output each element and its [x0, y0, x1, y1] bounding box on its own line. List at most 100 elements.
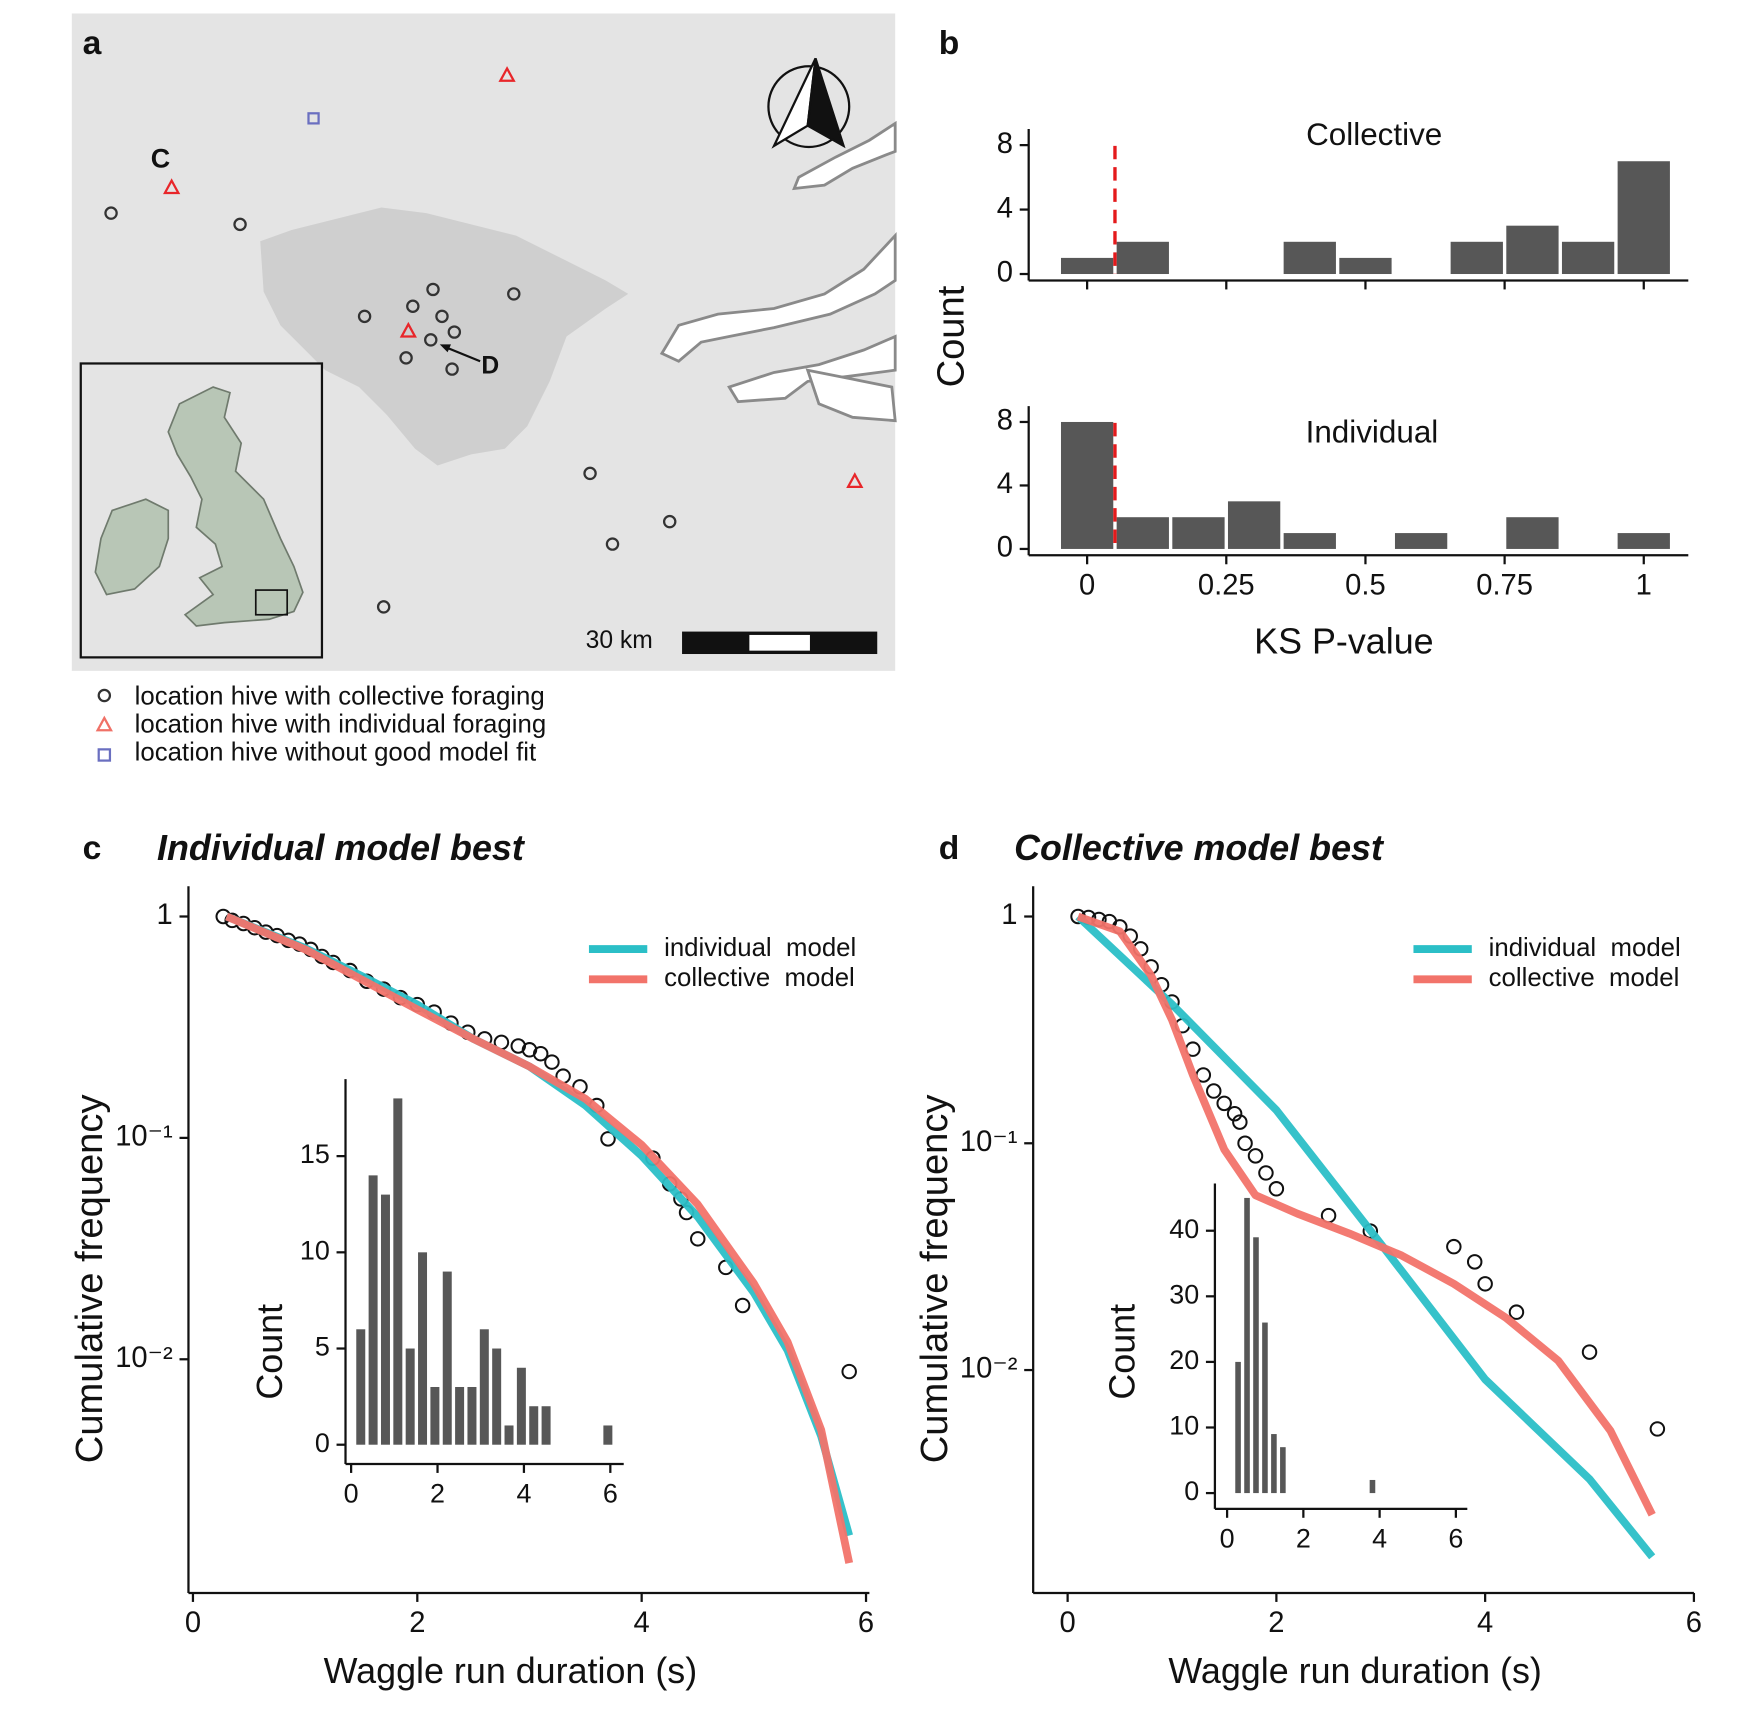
hive-points	[104, 66, 864, 614]
y-tick-label: 5	[315, 1332, 330, 1362]
x-tick-label: 0	[1060, 1607, 1076, 1639]
x-tick-label: 0	[1220, 1523, 1235, 1553]
collective-hives	[104, 206, 677, 614]
bar	[1060, 257, 1114, 275]
hive	[447, 325, 462, 339]
scale-bar-segment	[749, 634, 810, 651]
chart: 0 10 20 30 40 0 2 4 6 Count	[1103, 1183, 1468, 1553]
coast	[659, 232, 897, 363]
hive	[662, 514, 677, 529]
arrow-half	[806, 58, 846, 149]
legend-label: location hive with collective foraging	[135, 683, 545, 711]
data-point	[544, 1054, 560, 1070]
bar	[356, 1329, 366, 1445]
bar	[442, 1271, 452, 1445]
y-tick-label: 40	[1169, 1214, 1199, 1244]
chart: 1 10⁻¹ 10⁻² 0 2 4 6 Collective model best Cumula…	[913, 828, 1702, 1691]
hive	[307, 112, 320, 125]
x-tick-label: 2	[1268, 1607, 1284, 1639]
data-point	[600, 1131, 616, 1147]
bar	[1617, 533, 1670, 549]
y-tick-label: 4	[997, 468, 1013, 500]
y-tick-label: 4	[997, 192, 1013, 224]
data-point	[1216, 1095, 1232, 1112]
bar	[1253, 1237, 1259, 1494]
y-axis-label: Cumulative frequency	[68, 1094, 111, 1463]
coastline	[659, 120, 897, 423]
bar	[1244, 1197, 1250, 1494]
panel-label: b	[939, 25, 960, 62]
legend-label: individual model	[1489, 934, 1681, 962]
legend-label: individual model	[664, 934, 856, 962]
y-axis-label: Count	[250, 1304, 290, 1400]
legend-marker	[97, 688, 112, 703]
x-tick-label: 0	[1079, 569, 1095, 601]
x-tick-label: 6	[858, 1607, 874, 1639]
x-tick-label: 0.25	[1198, 569, 1255, 601]
coast	[727, 334, 897, 404]
y-tick-label: 10	[1169, 1411, 1199, 1441]
data-point	[1649, 1421, 1666, 1437]
inset-box	[254, 589, 289, 616]
model-curve	[1076, 912, 1656, 1517]
y-tick-label: 0	[315, 1428, 330, 1458]
pointer-arrow	[443, 345, 481, 363]
legend-label: location hive with individual foraging	[135, 711, 547, 739]
legend-label: collective model	[664, 964, 855, 992]
bar	[1369, 1479, 1376, 1494]
bar	[467, 1386, 477, 1445]
bar	[1283, 241, 1336, 275]
y-tick-label: 30	[1169, 1279, 1199, 1309]
bar	[1271, 1434, 1277, 1494]
x-tick-label: 0	[344, 1478, 359, 1508]
bar	[529, 1406, 539, 1445]
bar	[405, 1348, 415, 1445]
y-tick-label: 20	[1169, 1345, 1199, 1375]
coast	[805, 368, 897, 423]
bar	[430, 1386, 440, 1445]
x-tick-label: 2	[1296, 1523, 1311, 1553]
data-point	[532, 1045, 549, 1062]
arrow-head	[439, 344, 451, 353]
hive	[424, 333, 438, 347]
data-point	[1581, 1344, 1598, 1360]
panel-label: d	[939, 830, 960, 867]
bar	[1450, 241, 1503, 275]
bar	[393, 1098, 403, 1445]
bar	[380, 1194, 390, 1445]
y-axis-label: Count	[1103, 1304, 1143, 1400]
hive	[445, 362, 459, 376]
hive	[435, 309, 449, 324]
data-point	[1446, 1238, 1462, 1255]
y-tick-label: 10⁻²	[960, 1353, 1018, 1385]
y-tick-label: 1	[157, 899, 173, 931]
bar	[1262, 1322, 1268, 1494]
ireland	[94, 498, 170, 596]
bar	[368, 1175, 378, 1445]
chart: 1 10⁻¹ 10⁻² 0 2 4 6 Individual model best Cumula…	[68, 828, 874, 1691]
bar	[1280, 1447, 1286, 1494]
x-axis-label: Waggle run duration (s)	[324, 1651, 698, 1691]
chart-title: Individual	[1306, 414, 1439, 449]
data-point	[1466, 1254, 1483, 1270]
individual-hives	[163, 66, 864, 488]
hive	[357, 309, 372, 324]
x-tick-label: 6	[603, 1478, 618, 1508]
data-point	[1247, 1148, 1264, 1164]
london-region	[260, 207, 629, 466]
bar	[1339, 257, 1392, 275]
hive	[104, 206, 118, 220]
hive	[846, 472, 864, 488]
y-tick-label: 10⁻²	[115, 1342, 173, 1374]
bar	[1283, 533, 1336, 549]
x-axis-label: Waggle run duration (s)	[1168, 1651, 1542, 1691]
chart: 0 4 8 0 0.25 0.5 0.75 1 Individual KS P-value	[997, 405, 1689, 661]
data-point	[1508, 1304, 1525, 1320]
compass-circle	[767, 65, 851, 149]
y-tick-label: 0	[1184, 1476, 1199, 1506]
panel-label: a	[83, 25, 102, 62]
hive	[605, 537, 620, 551]
chart-title: Individual model best	[157, 828, 526, 868]
